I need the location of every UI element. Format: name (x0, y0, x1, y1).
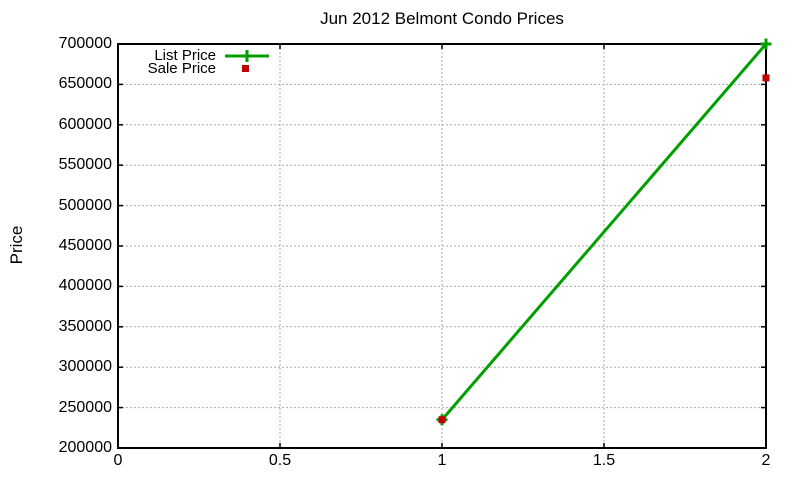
y-tick-label: 250000 (58, 398, 112, 416)
x-tick-label: 0 (113, 452, 123, 469)
legend-sample-line-icon (225, 50, 269, 62)
data-point-square-sale-price (438, 416, 446, 424)
x-tick-label: 2 (761, 452, 771, 469)
legend-sample-square-icon (242, 65, 249, 72)
series-line-list-price (440, 43, 768, 421)
y-tick-label: 200000 (58, 439, 112, 456)
data-point-square-sale-price (762, 74, 770, 82)
y-tick-label: 700000 (58, 35, 112, 52)
legend-label-sale-price: Sale Price (147, 60, 216, 77)
legend-label-list-price: List Price (154, 47, 216, 64)
legend-square-marker-icon (242, 65, 249, 72)
y-tick-label: 600000 (58, 115, 112, 133)
x-tick-label: 1 (437, 452, 447, 469)
x-tick-label: 1.5 (592, 452, 616, 469)
x-tick-label: 0.5 (268, 452, 292, 469)
y-tick-label: 450000 (58, 237, 112, 254)
y-tick-label: 550000 (58, 156, 112, 174)
y-tick-label: 500000 (58, 196, 112, 214)
y-tick-label: 350000 (58, 317, 112, 335)
y-tick-label: 300000 (58, 358, 112, 376)
y-tick-label: 650000 (58, 75, 112, 93)
chart-title: Jun 2012 Belmont Condo Prices (320, 9, 564, 28)
y-tick-label: 400000 (58, 277, 112, 295)
